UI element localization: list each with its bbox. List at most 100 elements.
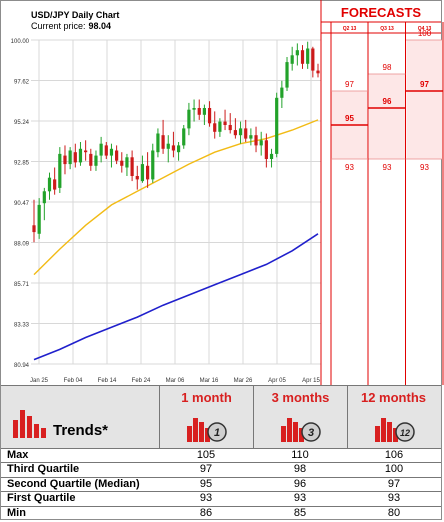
candle [182,124,186,149]
forecast-column: Q3 13 98 96 93 [368,22,406,385]
candle-body [145,165,150,180]
candle-body [275,97,279,154]
candles [32,41,320,243]
trend-row-label: Min [7,506,26,519]
candle [306,41,310,69]
candle-body [290,55,294,64]
forecast-band [406,40,443,159]
x-tick-label: Apr 05 [268,378,286,384]
trend-horizon-header: 12 months 12 [347,386,439,448]
candle [104,141,108,159]
current-price-value: 98.04 [89,21,112,31]
candle [218,118,222,137]
candle [84,140,88,161]
trend-row-value: 80 [387,506,401,519]
candle [140,155,145,183]
trend-row: Max 105 110 106 [1,448,441,462]
candle [58,147,62,193]
candle-body [269,153,274,159]
axes: 100.00 97.62 95.24 92.85 90.47 88.09 85.71 83.3… [11,39,321,384]
candle [89,148,93,171]
candle-body [306,48,310,64]
candle [285,56,289,91]
candle-body [316,70,320,74]
trend-row-value: 93 [293,492,307,505]
candle-body [125,157,129,168]
candle-body [130,157,134,176]
candle [316,63,320,78]
moving-average-blue [33,233,319,361]
candle [254,126,258,153]
candle [223,109,227,131]
y-tick-label: 97.62 [14,80,30,86]
forecast-median-label: 95 [345,114,354,123]
trend-row-label: First Quartile [7,492,76,505]
candle-body [58,153,62,188]
y-tick-label: 83.33 [14,323,30,329]
candle [192,99,196,122]
candle [233,118,237,139]
forecast-low-label: 93 [383,163,392,172]
candle [68,147,72,170]
candle [63,145,67,175]
candle-body [176,145,181,153]
trend-row-value: 95 [199,477,213,490]
candle [94,150,98,171]
y-tick-label: 92.85 [14,161,30,167]
candle-body [249,135,253,139]
trend-horizon-label: 3 months [271,390,330,405]
chart-title: USD/JPY Daily Chart [31,10,119,20]
y-tick-label: 80.94 [14,363,30,369]
forecast-column-label: Q4 13 [418,26,432,32]
candle [171,131,176,158]
candle [202,104,207,125]
candle [311,46,315,78]
candle-body [84,150,88,153]
forecast-column-label: Q3 13 [380,26,394,32]
candle [115,145,119,165]
candle [207,101,212,127]
y-tick-label: 90.47 [14,201,30,207]
trend-row-value: 100 [384,463,404,476]
trend-row-label: Third Quartile [7,463,80,476]
candle [120,152,124,173]
trends-title: Trends* [53,422,109,439]
candle-body [135,175,139,180]
trend-row-value: 105 [196,449,216,461]
forecast-column: Q2 13 97 95 93 [331,22,369,385]
candle-body [192,107,196,110]
forecast-median-label: 96 [383,97,392,106]
forecast-low-label: 93 [345,163,354,172]
candle [187,102,191,136]
candle-body [295,50,299,56]
candle-body [120,160,124,166]
moving-average-yellow [33,119,319,276]
candle-body [264,140,268,159]
candle-body [94,155,98,166]
candle [151,143,155,183]
candle [32,199,36,243]
candle-body [197,107,201,115]
svg-text:1: 1 [214,427,220,439]
candle [213,111,217,139]
candle-body [37,204,41,234]
trend-row-value: 97 [199,463,213,476]
trend-row-value: 96 [293,477,307,490]
bar-chart-icon [13,410,46,438]
trend-row-value: 93 [387,492,401,505]
candle [135,165,139,190]
x-tick-label: Feb 24 [132,378,151,384]
candle-body [223,121,227,125]
x-tick-label: Mar 16 [200,378,219,384]
y-tick-label: 100.00 [11,39,30,45]
candle-body [63,155,67,165]
candle-body [244,128,248,139]
bar-chart-icon: 3 [281,418,321,442]
candle-body [171,145,176,151]
candle [161,119,165,154]
candle-body [115,150,119,161]
x-tick-label: Mar 26 [234,378,253,384]
candle-body [300,50,305,64]
